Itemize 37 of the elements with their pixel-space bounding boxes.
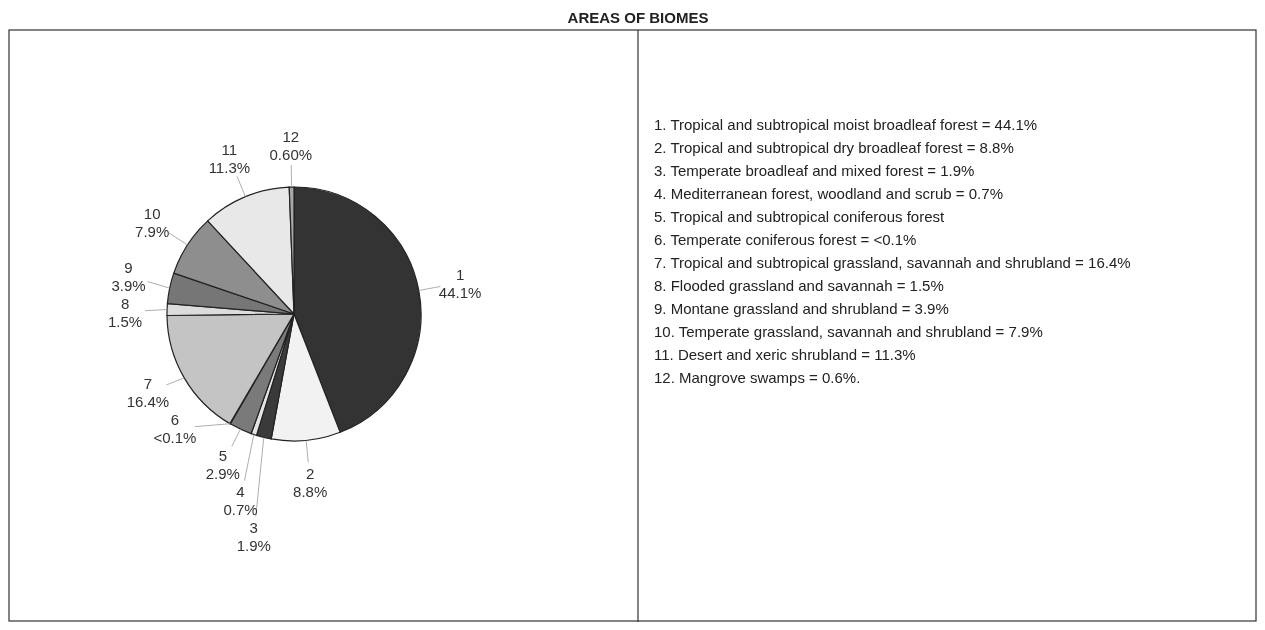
data-label: 1.5% — [108, 312, 143, 330]
data-label: <0.1% — [153, 429, 197, 447]
slice-label: 6 — [170, 411, 180, 429]
slice-label: 7 — [143, 375, 153, 393]
slice-label: 2 — [305, 465, 315, 483]
data-label: 0.60% — [269, 146, 313, 164]
text: 2. Tropical and subtropical dry broadleaf forest = 8.8% — [654, 139, 1014, 156]
text: 11. Desert and xeric shrubland = 11.3% — [654, 346, 916, 363]
text: 4. Mediterranean forest, woodland and scrub = 0.7% — [654, 185, 1003, 202]
slice-label: 4 — [236, 483, 245, 501]
slice-label: 3 — [249, 519, 258, 537]
slice-label: 10 — [143, 205, 161, 223]
data-label: 11.3% — [208, 158, 251, 176]
slice-label: 8 — [120, 294, 130, 312]
data-label: 0.7% — [223, 501, 258, 519]
slice-label: 11 — [221, 140, 238, 158]
text: 9. Montane grassland and shrubland = 3.9% — [654, 300, 949, 317]
data-label: 8.8% — [293, 483, 328, 501]
text: 12. Mangrove swamps = 0.6%. — [654, 369, 861, 386]
text: 10. Temperate grassland, savannah and shrubland = 7.9% — [654, 323, 1043, 340]
data-label: 2.9% — [205, 465, 240, 483]
slice-label: 9 — [124, 258, 133, 276]
slice-label: 5 — [218, 447, 227, 465]
data-label: 7.9% — [135, 223, 170, 241]
text: 6. Temperate coniferous forest = <0.1% — [654, 231, 917, 248]
data-label: 1.9% — [236, 537, 271, 555]
text: 7. Tropical and subtropical grassland, savannah and shrubland = 16.4% — [654, 254, 1131, 271]
data-label: 16.4% — [126, 393, 170, 411]
text: AREAS OF BIOMES — [567, 9, 709, 26]
text: 5. Tropical and subtropical coniferous forest — [654, 208, 945, 225]
slice-label: 12 — [282, 128, 300, 146]
data-label: 44.1% — [438, 283, 482, 301]
data-label: 3.9% — [111, 276, 146, 294]
slice-label: 1 — [455, 265, 465, 283]
text: 3. Temperate broadleaf and mixed forest = 1.9% — [654, 162, 975, 179]
text: 1. Tropical and subtropical moist broadleaf forest = 44.1% — [654, 116, 1038, 133]
text: 8. Flooded grassland and savannah = 1.5% — [654, 277, 944, 294]
